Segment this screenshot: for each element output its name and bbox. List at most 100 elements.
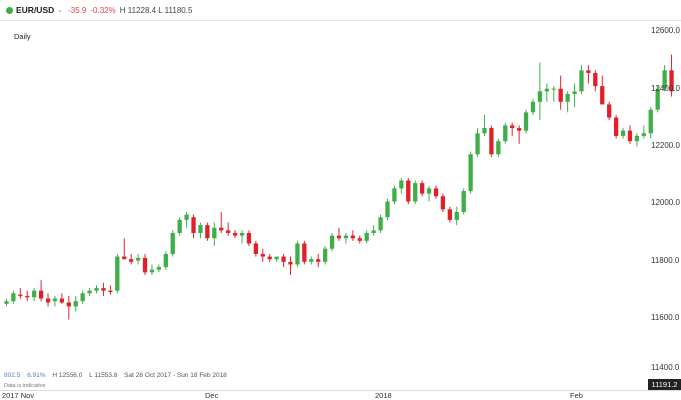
candle-body-up — [662, 70, 667, 89]
candle — [641, 125, 646, 139]
candle — [239, 230, 245, 244]
candle — [544, 83, 549, 102]
candle — [108, 285, 113, 295]
candle-body-up — [11, 293, 16, 302]
candle-body-up — [329, 235, 335, 249]
candle — [295, 240, 300, 268]
candle — [52, 295, 58, 307]
price-change: -35.9 — [68, 5, 87, 15]
candle-body-down — [406, 180, 411, 202]
candle-body-down — [510, 125, 515, 129]
candle-body-down — [489, 128, 494, 155]
candle — [4, 298, 9, 307]
candle-body-down — [18, 294, 23, 296]
candle-body-up — [392, 188, 397, 202]
candle — [177, 217, 182, 236]
candle — [129, 253, 134, 265]
candle-body-down — [419, 183, 425, 194]
candle — [655, 86, 660, 113]
candle — [149, 264, 155, 275]
y-tick-label: 11800.0 — [651, 256, 680, 265]
candle-body-up — [468, 154, 473, 192]
candle — [461, 188, 466, 215]
candle-body-down — [205, 225, 210, 239]
candle-body-up — [399, 180, 404, 189]
candle — [537, 62, 543, 121]
stat-date-range: Sat 28 Oct 2017 - Sun 18 Feb 2018 — [124, 372, 227, 379]
candle-body-up — [537, 91, 543, 102]
candle-body-up — [461, 191, 466, 212]
candle — [503, 122, 508, 144]
candle — [447, 206, 452, 223]
candle-body-down — [586, 70, 591, 73]
candle-body-down — [219, 227, 224, 231]
stat-high: H 12556.0 — [52, 372, 83, 379]
candle — [378, 214, 383, 233]
candle-body-up — [52, 298, 58, 302]
candle — [212, 222, 217, 247]
candle — [191, 214, 196, 239]
candle-body-up — [620, 130, 626, 136]
candle — [66, 295, 71, 320]
candle — [371, 225, 376, 236]
candle — [634, 133, 640, 147]
last-price-badge: 11191.2 — [648, 379, 681, 390]
candle-body-up — [503, 125, 508, 142]
candle-body-up — [73, 301, 78, 307]
candle-body-up — [80, 293, 85, 302]
candle — [433, 185, 439, 199]
candle-body-up — [198, 225, 203, 233]
candle-body-down — [246, 232, 252, 244]
candle-body-down — [516, 128, 522, 131]
candle-body-down — [59, 298, 65, 303]
candle — [516, 125, 522, 144]
candle — [413, 180, 418, 205]
candle-body-down — [108, 290, 113, 292]
candle-body-down — [302, 243, 307, 262]
candle-body-down — [607, 104, 612, 118]
indicative-note: Data is indicative — [4, 383, 46, 389]
candle-body-down — [25, 295, 30, 298]
candle — [302, 240, 307, 265]
candle-body-down — [232, 232, 238, 236]
candle — [551, 86, 556, 102]
x-axis-line — [0, 390, 681, 391]
x-tick-label: 2017 Nov — [2, 391, 35, 400]
candle-body-up — [454, 211, 459, 220]
candle-body-up — [343, 235, 349, 239]
candle — [94, 285, 99, 294]
candle — [558, 75, 563, 110]
candle-body-down — [613, 117, 619, 136]
candle — [364, 230, 369, 244]
candle — [385, 198, 390, 220]
stat-value: 802.5 — [4, 372, 21, 379]
candle-body-up — [641, 133, 646, 136]
candle-body-down — [281, 256, 286, 262]
candle-body-up — [551, 88, 556, 90]
candle — [440, 193, 446, 212]
timeframe-label: Daily — [14, 32, 31, 41]
candle — [620, 128, 626, 139]
candle-body-up — [163, 253, 168, 268]
candle — [274, 256, 279, 262]
candle — [530, 99, 536, 115]
candle — [246, 230, 252, 247]
candle-body-down — [316, 259, 321, 262]
instrument-symbol[interactable]: EUR/USD — [16, 5, 55, 15]
chevron-down-icon[interactable]: ⌄ — [57, 7, 64, 14]
candle-body-up — [364, 232, 369, 241]
candle-body-up — [475, 133, 480, 155]
candle-body-up — [32, 290, 37, 298]
candle-body-up — [496, 141, 501, 155]
candle-body-up — [156, 267, 162, 270]
candle — [523, 109, 529, 134]
candle — [73, 295, 78, 312]
candle — [496, 138, 501, 157]
candle-body-up — [530, 101, 536, 113]
candle-body-up — [523, 112, 529, 131]
x-tick-label: 2018 — [375, 391, 392, 400]
candle — [406, 177, 411, 205]
candle — [426, 185, 432, 202]
candle — [232, 230, 238, 239]
candle — [392, 185, 397, 205]
